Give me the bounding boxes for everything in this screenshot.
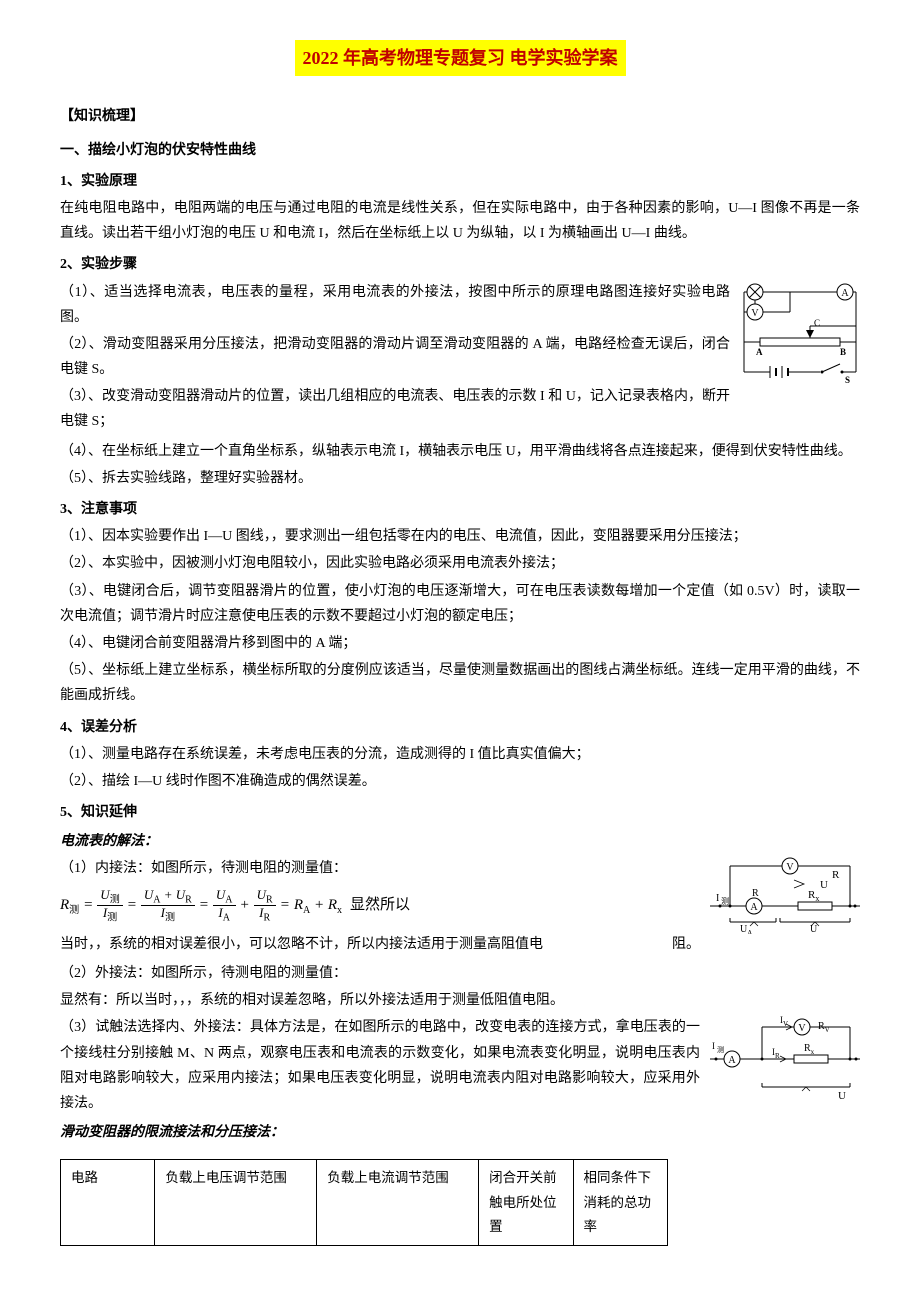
paragraph-tail: 阻。	[660, 932, 700, 957]
svg-text:RV: RV	[818, 1021, 830, 1034]
circuit-diagram-3: V RV IV A I 测 IR Rx U	[710, 1015, 860, 1114]
table-cell: 闭合开关前触电所处位置	[479, 1160, 573, 1246]
svg-text:IR: IR	[772, 1047, 780, 1060]
paragraph: （2）、描绘 I—U 线时作图不准确造成的偶然误差。	[60, 769, 860, 794]
ammeter-label: A	[841, 288, 849, 299]
formula-r-measure: R测= U测I测 = UA + URI测 = UAIA + URIR = RA …	[60, 888, 700, 924]
paragraph: （4）、电键闭合前变阻器滑片移到图中的 A 端；	[60, 631, 860, 656]
svg-text:U: U	[820, 879, 828, 891]
table-cell: 电路	[61, 1160, 155, 1246]
voltmeter-label: V	[751, 308, 759, 319]
comparison-table: 电路 负载上电压调节范围 负载上电流调节范围 闭合开关前触电所处位置 相同条件下…	[60, 1159, 668, 1246]
svg-text:U: U	[838, 1090, 846, 1102]
subheading-1-2: 2、实验步骤	[60, 252, 860, 277]
subheading-1-3: 3、注意事项	[60, 497, 860, 522]
paragraph: （3）、电键闭合后，调节变阻器滑片的位置，使小灯泡的电压逐渐增大，可在电压表读数…	[60, 579, 860, 629]
paragraph: 在纯电阻电路中，电阻两端的电压与通过电阻的电流是线性关系，但在实际电路中，由于各…	[60, 196, 860, 246]
subheading-1-4: 4、误差分析	[60, 715, 860, 740]
table-cell: 负载上电压调节范围	[155, 1160, 317, 1246]
svg-text:A: A	[750, 902, 758, 913]
paragraph: 显然有：所以当时，，，系统的相对误差忽略，所以外接法适用于测量低阻值电阻。	[60, 988, 860, 1013]
svg-text:A: A	[728, 1055, 736, 1066]
paragraph: （2）外接法：如图所示，待测电阻的测量值：	[60, 961, 860, 986]
switch-s-label: S	[845, 375, 850, 385]
terminal-a-label: A	[756, 347, 763, 357]
subheading-1-1: 1、实验原理	[60, 169, 860, 194]
svg-text:测: 测	[721, 897, 729, 906]
slider-c-label: C	[814, 318, 820, 328]
svg-text:R: R	[832, 869, 840, 881]
svg-text:R: R	[752, 888, 759, 899]
heading-topic-1: 一、描绘小灯泡的伏安特性曲线	[60, 138, 860, 163]
paragraph: （2）、本实验中，因被测小灯泡电阻较小，因此实验电路必须采用电流表外接法；	[60, 551, 860, 576]
svg-text:V: V	[798, 1023, 806, 1034]
subtopic-ammeter: 电流表的解法：	[60, 829, 860, 854]
table-cell: 相同条件下消耗的总功率	[573, 1160, 667, 1246]
subheading-1-5: 5、知识延伸	[60, 800, 860, 825]
subtopic-rheostat: 滑动变阻器的限流接法和分压接法：	[60, 1120, 860, 1145]
table-row: 电路 负载上电压调节范围 负载上电流调节范围 闭合开关前触电所处位置 相同条件下…	[61, 1160, 668, 1246]
svg-text:V: V	[786, 862, 794, 873]
circuit-diagram-1: A V C A B	[740, 280, 860, 399]
paragraph: 当时，，系统的相对误差很小，可以忽略不计，所以内接法适用于测量高阻值电	[60, 932, 660, 957]
table-cell: 负载上电流调节范围	[317, 1160, 479, 1246]
paragraph: （1）、因本实验要作出 I—U 图线，，要求测出一组包括零在内的电压、电流值，因…	[60, 524, 860, 549]
section-label: 【知识梳理】	[60, 104, 860, 129]
paragraph: （5）、坐标纸上建立坐标系，横坐标所取的分度例应该适当，尽量使测量数据画出的图线…	[60, 658, 860, 708]
svg-text:IV: IV	[780, 1015, 788, 1028]
paragraph: （1）、测量电路存在系统误差，未考虑电压表的分流，造成测得的 I 值比真实值偏大…	[60, 742, 860, 767]
svg-text:I: I	[712, 1041, 715, 1051]
document-title: 2022 年高考物理专题复习 电学实验学案	[295, 40, 626, 76]
svg-text:Rx: Rx	[804, 1043, 815, 1056]
svg-text:测: 测	[717, 1046, 724, 1054]
svg-text:Rx: Rx	[808, 889, 819, 903]
circuit-diagram-2: V R U A R Rx I 测 UA	[710, 856, 860, 943]
paragraph: （4）、在坐标纸上建立一个直角坐标系，纵轴表示电流 I，横轴表示电压 U，用平滑…	[60, 439, 860, 464]
terminal-b-label: B	[840, 347, 846, 357]
svg-text:I: I	[716, 893, 719, 904]
paragraph: （5）、拆去实验线路，整理好实验器材。	[60, 466, 860, 491]
